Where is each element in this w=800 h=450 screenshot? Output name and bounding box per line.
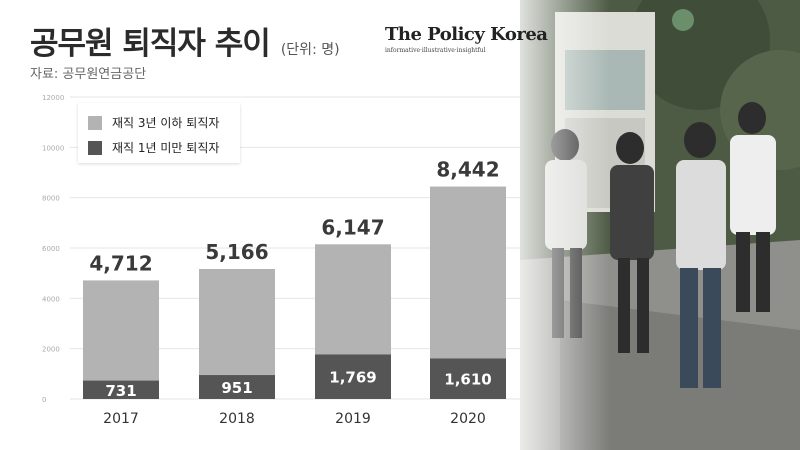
y-tick-label: 4000 [42,295,60,303]
data-label-total: 6,147 [321,215,384,239]
bar-under-1yr [430,358,506,399]
x-category-label: 2019 [335,411,371,427]
legend-item-total: 재직 3년 이하 퇴직자 [88,114,219,131]
x-category-label: 2017 [103,411,139,427]
unit-label: (단위: 명) [280,42,340,58]
data-label-total: 5,166 [205,240,268,264]
logo-tagline: informative·illustrative·insightful [385,47,486,54]
legend-swatch-total [88,115,102,130]
legend-swatch-under-1yr [88,140,102,155]
y-tick-label: 2000 [42,346,60,354]
data-label-under-1yr: 1,769 [329,369,376,387]
y-tick-label: 8000 [42,195,60,203]
legend-label-total: 재직 3년 이하 퇴직자 [112,116,220,130]
page-title: 공무원 퇴직자 추이 [30,26,271,62]
brand-logo: The Policy Korea informative·illustrativ… [385,24,548,54]
y-tick-label: 12000 [42,94,64,102]
data-label-under-1yr: 731 [105,382,136,400]
y-tick-label: 10000 [42,144,64,152]
x-category-label: 2018 [219,411,255,427]
data-label-under-1yr: 1,610 [444,371,491,389]
bar-under-1yr [199,375,275,399]
bar-total [83,280,159,399]
legend-label-under-1yr: 재직 1년 미만 퇴직자 [112,141,220,155]
data-label-total: 8,442 [436,158,499,182]
y-tick-label: 6000 [42,245,60,253]
source-note: 자료: 공무원연금공단 [30,67,147,82]
legend-item-under-1yr: 재직 1년 미만 퇴직자 [88,139,219,156]
title-group: 공무원 퇴직자 추이 (단위: 명) [30,18,340,63]
data-label-under-1yr: 951 [221,379,252,397]
logo-name: The Policy Korea [385,24,548,45]
bar-under-1yr [83,380,159,399]
data-label-total: 4,712 [89,251,152,275]
x-category-label: 2020 [450,411,486,427]
chart-legend: 재직 3년 이하 퇴직자 재직 1년 미만 퇴직자 [78,103,240,163]
bar-under-1yr [315,354,391,399]
y-tick-label: 0 [42,396,46,404]
